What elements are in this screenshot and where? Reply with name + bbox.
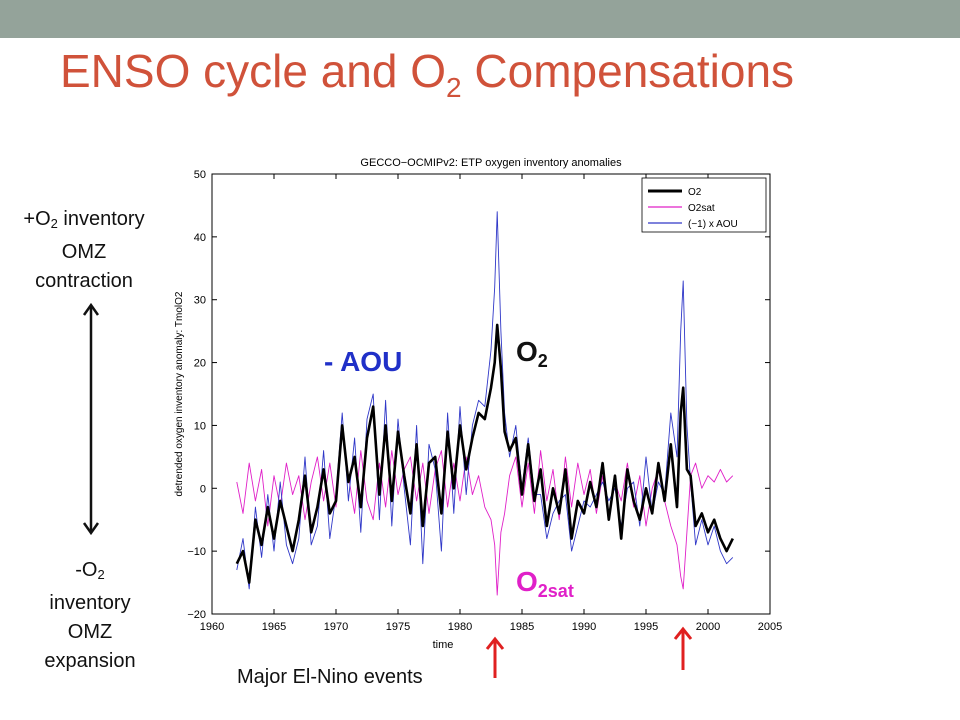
y-tick-label: 10: [194, 420, 206, 432]
o2sat-label: O2sat: [516, 566, 574, 601]
x-tick-label: 1985: [510, 621, 534, 633]
x-tick-label: 1980: [448, 621, 472, 633]
y-tick-label: 30: [194, 295, 206, 307]
y-axis-label: detrended oxygen inventory anomaly: Tmol…: [174, 291, 185, 496]
contraction-label: +O2 inventory OMZ contraction: [23, 208, 145, 292]
series-line-2: [236, 211, 734, 590]
legend-entry: O2: [688, 187, 702, 198]
x-tick-label: 2000: [696, 621, 720, 633]
double-arrow-icon: [82, 302, 100, 536]
x-tick-label: 1965: [262, 621, 286, 633]
legend-entry: (−1) x AOU: [688, 219, 738, 230]
o2-label: O2: [516, 336, 548, 371]
x-axis-label: time: [433, 639, 454, 648]
aou-label: - AOU: [324, 346, 403, 377]
caption: Major El-Nino events: [237, 666, 423, 688]
y-tick-label: 20: [194, 358, 206, 370]
series-line-0: [235, 323, 734, 584]
x-tick-label: 1990: [572, 621, 596, 633]
y-tick-label: 40: [194, 232, 206, 244]
el-nino-arrow-icon: [485, 636, 505, 678]
expansion-label: -O2 inventory OMZ expansion: [44, 559, 136, 672]
y-tick-label: −10: [187, 546, 206, 558]
x-tick-label: 1970: [324, 621, 348, 633]
x-tick-label: 1995: [634, 621, 658, 633]
x-tick-label: 1960: [200, 621, 224, 633]
y-tick-label: 50: [194, 169, 206, 181]
top-accent-bar: [0, 0, 960, 38]
el-nino-arrow-icon: [673, 626, 693, 670]
x-tick-label: 1975: [386, 621, 410, 633]
y-tick-label: −20: [187, 609, 206, 621]
slide-title: ENSO cycle and O2 Compensations: [60, 45, 795, 103]
legend-entry: O2sat: [688, 203, 715, 214]
y-tick-label: 0: [200, 483, 206, 495]
x-tick-label: 2005: [758, 621, 782, 633]
chart-title: GECCO−OCMIPv2: ETP oxygen inventory anom…: [360, 157, 622, 169]
oxygen-anomaly-chart: 1960 1965 1970 1975 1980 1985 1990 1995 2000 2005…: [174, 157, 782, 648]
